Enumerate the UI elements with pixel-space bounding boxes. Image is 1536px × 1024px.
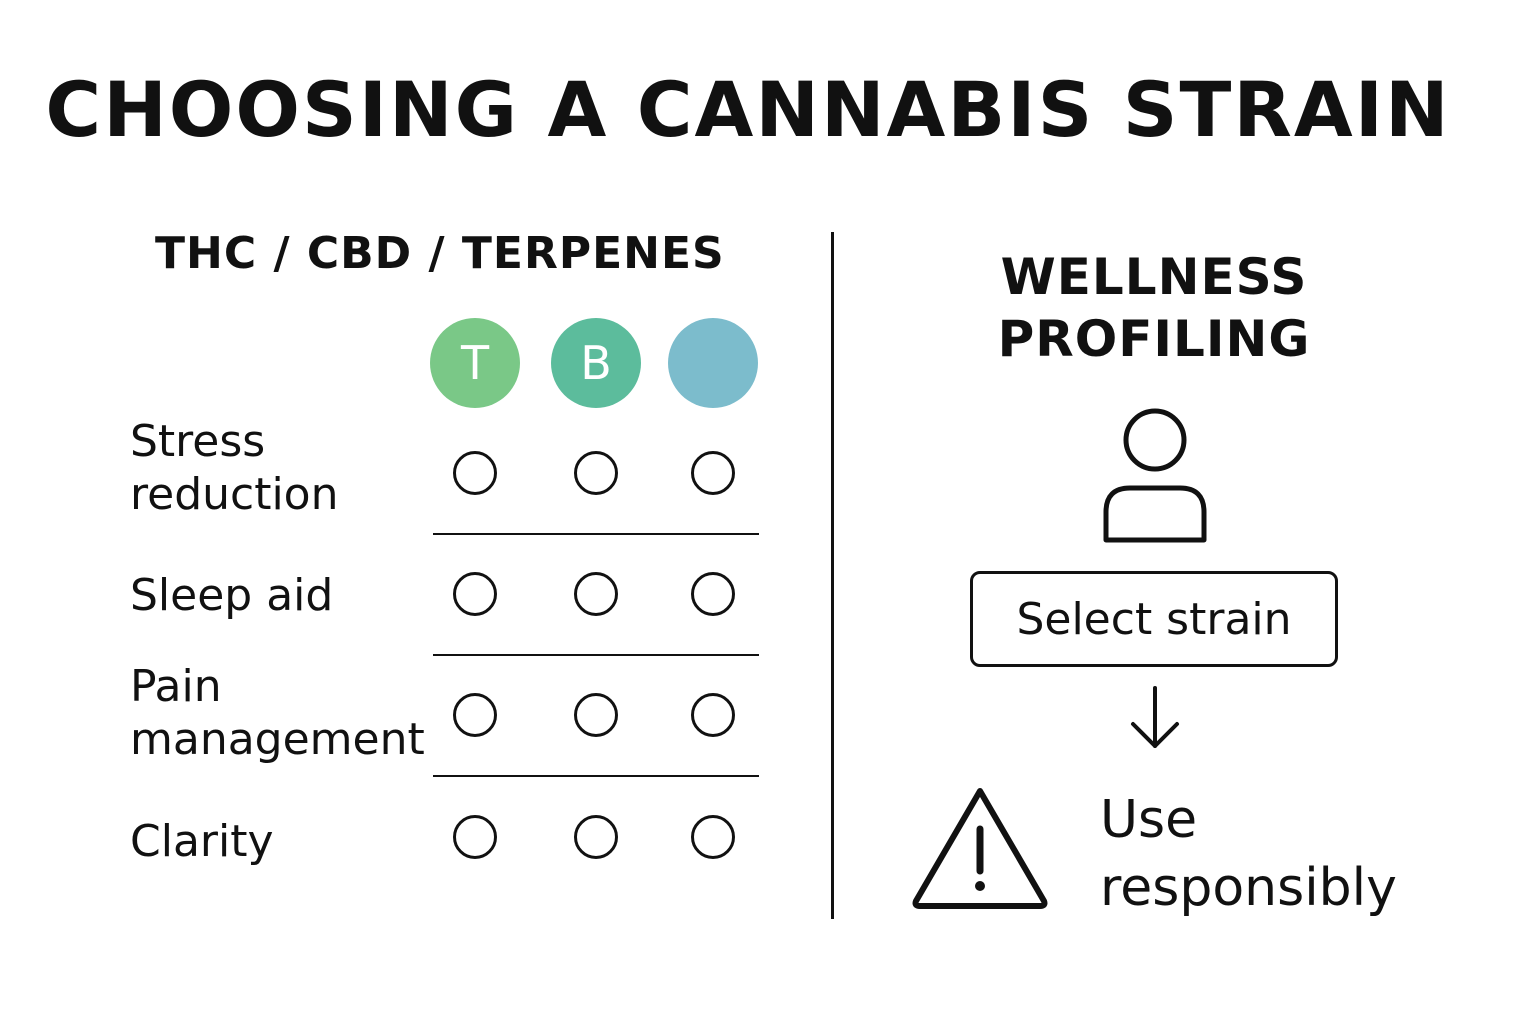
row-label-clarity: Clarity bbox=[130, 815, 274, 868]
row-label-stress-reduction: Stress reduction bbox=[130, 415, 338, 521]
warning-text: Use responsibly bbox=[1100, 786, 1397, 922]
row-label-line: management bbox=[130, 714, 425, 765]
row-divider bbox=[433, 654, 759, 656]
main-title: CHOOSING A CANNABIS STRAIN bbox=[45, 65, 1451, 154]
sleep-aid-terpenes-radio[interactable] bbox=[691, 572, 735, 616]
pain-management-terpenes-radio[interactable] bbox=[691, 693, 735, 737]
arrow-down-icon bbox=[1131, 686, 1179, 748]
stress-reduction-thc-radio[interactable] bbox=[453, 451, 497, 495]
heading-line: PROFILING bbox=[997, 310, 1311, 368]
row-label-line: Sleep aid bbox=[130, 570, 334, 621]
sleep-aid-cbd-radio[interactable] bbox=[574, 572, 618, 616]
compound-heading: THC / CBD / TERPENES bbox=[155, 228, 725, 279]
clarity-terpenes-radio[interactable] bbox=[691, 815, 735, 859]
cbd-column-badge: B bbox=[551, 318, 641, 408]
row-label-pain-management: Pain management bbox=[130, 660, 425, 766]
terpenes-column-badge bbox=[668, 318, 758, 408]
pain-management-cbd-radio[interactable] bbox=[574, 693, 618, 737]
clarity-cbd-radio[interactable] bbox=[574, 815, 618, 859]
stress-reduction-terpenes-radio[interactable] bbox=[691, 451, 735, 495]
row-label-line: Pain bbox=[130, 661, 222, 712]
row-divider bbox=[433, 775, 759, 777]
pain-management-thc-radio[interactable] bbox=[453, 693, 497, 737]
warning-triangle-icon bbox=[912, 788, 1048, 909]
stress-reduction-cbd-radio[interactable] bbox=[574, 451, 618, 495]
panel-divider bbox=[831, 232, 834, 919]
clarity-thc-radio[interactable] bbox=[453, 815, 497, 859]
sleep-aid-thc-radio[interactable] bbox=[453, 572, 497, 616]
wellness-profiling-heading: WELLNESS PROFILING bbox=[954, 246, 1354, 370]
row-label-line: Stress bbox=[130, 416, 266, 467]
row-label-line: reduction bbox=[130, 469, 339, 520]
select-strain-button[interactable]: Select strain bbox=[970, 571, 1338, 667]
row-label-sleep-aid: Sleep aid bbox=[130, 569, 333, 622]
row-label-line: Clarity bbox=[130, 816, 274, 867]
row-divider bbox=[433, 533, 759, 535]
heading-line: WELLNESS bbox=[1000, 248, 1308, 306]
warning-line: Use bbox=[1100, 790, 1198, 850]
thc-column-badge: T bbox=[430, 318, 520, 408]
warning-line: responsibly bbox=[1100, 858, 1397, 918]
user-icon bbox=[1103, 408, 1207, 543]
